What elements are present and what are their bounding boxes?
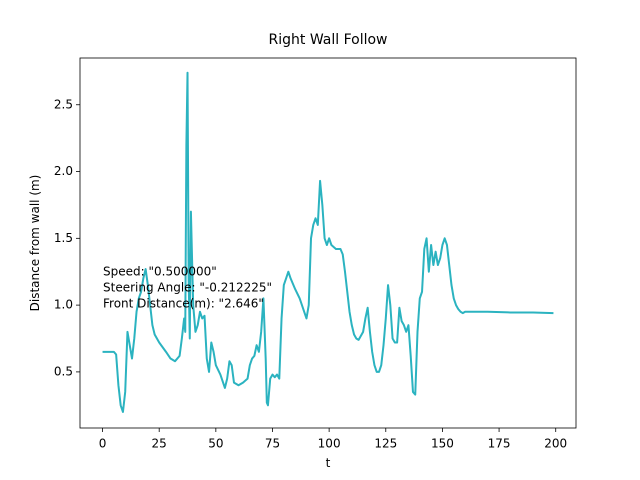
x-tick-label: 175	[488, 437, 511, 451]
annotation: Speed: "0.500000"	[103, 265, 217, 279]
x-tick-label: 200	[544, 437, 567, 451]
x-axis-label: t	[326, 456, 331, 470]
annotation: Front Distance(m): "2.646"	[103, 297, 264, 311]
y-tick-label: 2.5	[54, 97, 73, 111]
x-tick-label: 0	[99, 437, 107, 451]
x-tick-label: 75	[265, 437, 280, 451]
x-tick-label: 100	[318, 437, 341, 451]
plot-frame	[79, 57, 577, 429]
data-line	[102, 71, 554, 413]
y-tick-label: 1.5	[54, 231, 73, 245]
x-tick-label: 150	[431, 437, 454, 451]
y-tick-label: 1.0	[54, 298, 73, 312]
y-axis-label: Distance from wall (m)	[28, 175, 42, 312]
annotation: Steering Angle: "-0.212225"	[103, 281, 272, 295]
x-tick-label: 125	[374, 437, 397, 451]
y-tick-label: 0.5	[54, 364, 73, 378]
y-tick-label: 2.0	[54, 164, 73, 178]
chart-title: Right Wall Follow	[269, 32, 388, 48]
x-tick-label: 50	[208, 437, 223, 451]
x-tick-label: 25	[152, 437, 167, 451]
